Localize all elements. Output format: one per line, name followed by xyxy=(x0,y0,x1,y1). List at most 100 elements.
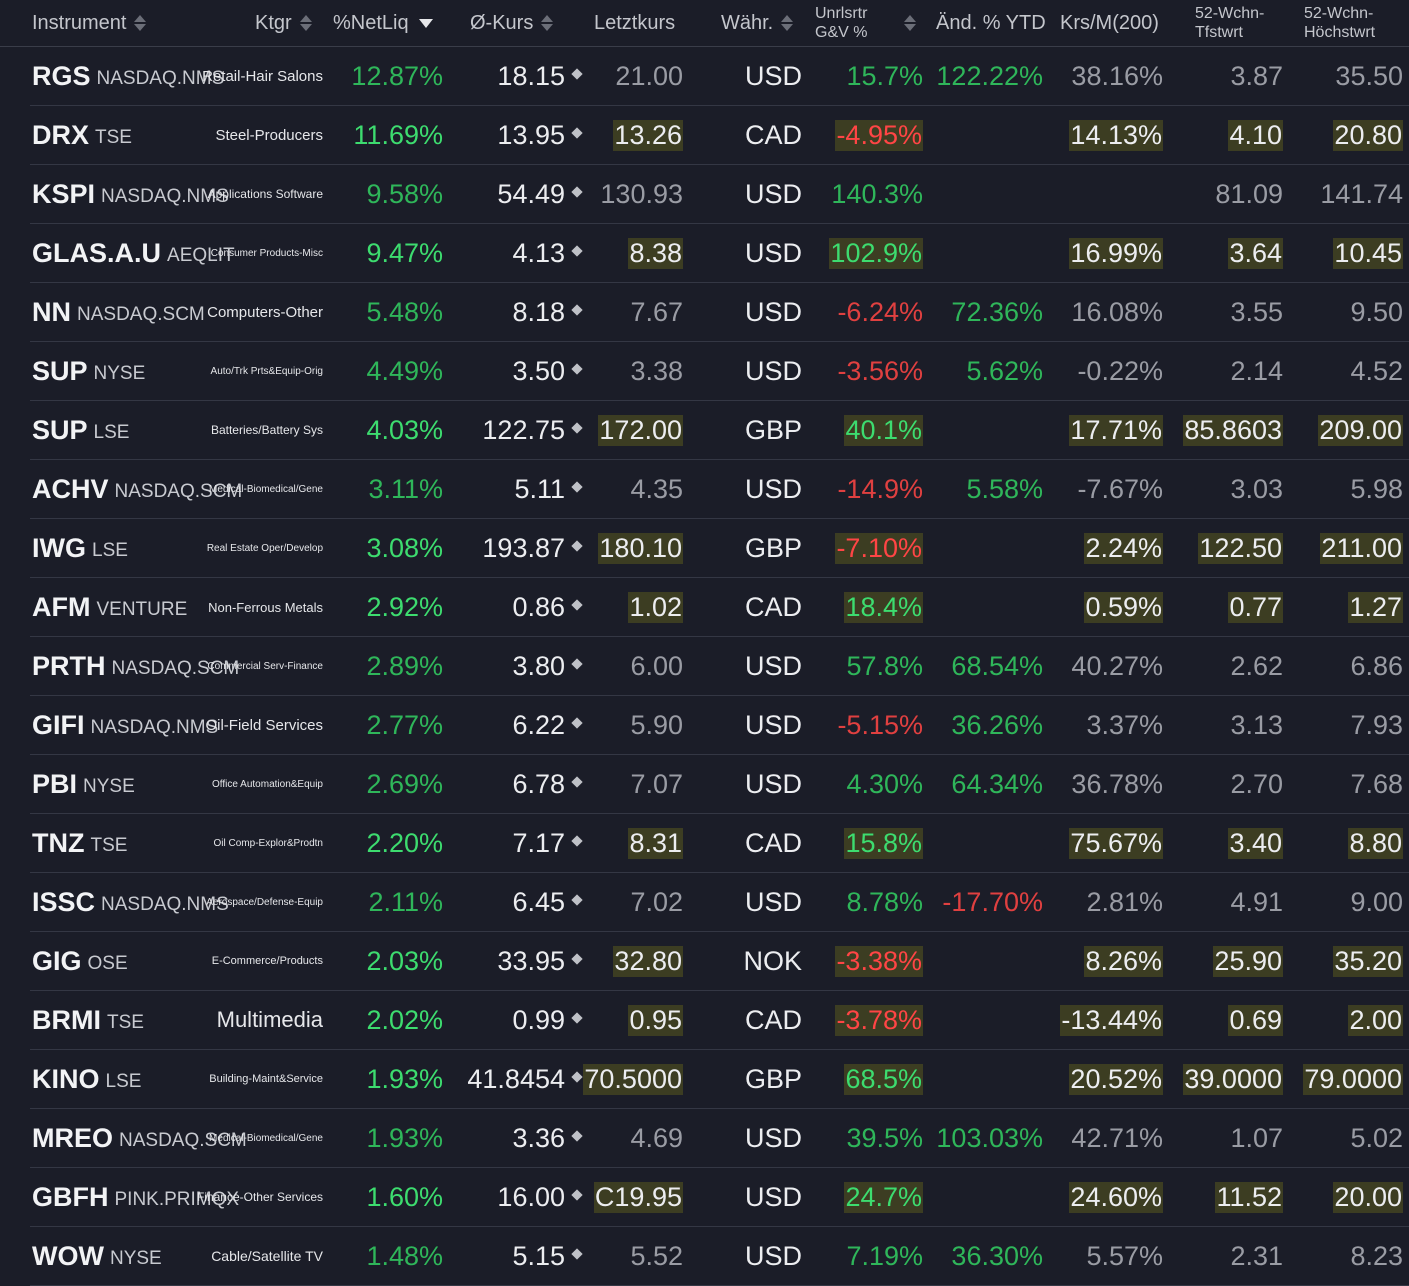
instrument-cell[interactable]: KSPI NASDAQ.NMS xyxy=(32,165,229,223)
diamond-icon[interactable] xyxy=(571,835,583,847)
table-row[interactable]: MREO NASDAQ.SCM Medical-Biomedical/Gene … xyxy=(0,1109,1409,1168)
instrument-cell[interactable]: GIG OSE xyxy=(32,932,128,990)
instrument-cell[interactable]: GLAS.A.U AEQLIT xyxy=(32,224,235,282)
diamond-icon[interactable] xyxy=(571,127,583,139)
category: Oil-Field Services xyxy=(205,716,323,734)
diamond-icon[interactable] xyxy=(571,1248,583,1260)
instrument-cell[interactable]: MREO NASDAQ.SCM xyxy=(32,1109,247,1167)
instrument-cell[interactable]: TNZ TSE xyxy=(32,814,127,872)
table-row[interactable]: NN NASDAQ.SCM Computers-Other 5.48% 8.18… xyxy=(0,283,1409,342)
col-header-instrument[interactable]: Instrument xyxy=(32,0,147,46)
table-row[interactable]: GLAS.A.U AEQLIT Consumer Products-Misc 9… xyxy=(0,224,1409,283)
instrument-cell[interactable]: WOW NYSE xyxy=(32,1227,162,1285)
table-row[interactable]: TNZ TSE Oil Comp-Explor&Prodtn 2.20% 7.1… xyxy=(0,814,1409,873)
col-header-ytd[interactable]: Änd. % YTD xyxy=(936,0,1046,46)
table-row[interactable]: KSPI NASDAQ.NMS Applications Software 9.… xyxy=(0,165,1409,224)
diamond-icon[interactable] xyxy=(571,1189,583,1201)
currency-cell: NOK xyxy=(743,945,802,976)
diamond-icon[interactable] xyxy=(571,599,583,611)
col-header-last[interactable]: Letztkurs xyxy=(594,0,675,46)
category: E-Commerce/Products xyxy=(211,955,323,967)
instrument-cell[interactable]: DRX TSE xyxy=(32,106,132,164)
instrument-cell[interactable]: RGS NASDAQ.NMS xyxy=(32,47,224,105)
instrument-cell[interactable]: PRTH NASDAQ.SCM xyxy=(32,637,239,695)
currency-cell: GBP xyxy=(744,1063,802,1094)
col-header-ma200[interactable]: Krs/M(200) xyxy=(1060,0,1159,46)
instrument-cell[interactable]: NN NASDAQ.SCM xyxy=(32,283,205,341)
col-header-ktgr[interactable]: Ktgr xyxy=(255,0,312,46)
col-header-currency[interactable]: Währ. xyxy=(721,0,794,46)
ma200-ratio: 24.60% xyxy=(1069,1181,1163,1213)
table-row[interactable]: IWG LSE Real Estate Oper/Develop 3.08% 1… xyxy=(0,519,1409,578)
instrument-cell[interactable]: ACHV NASDAQ.SCM xyxy=(32,460,242,518)
52w-low: 3.87 xyxy=(1230,60,1283,91)
diamond-icon[interactable] xyxy=(571,1071,583,1083)
instrument-cell[interactable]: AFM VENTURE xyxy=(32,578,187,636)
col-header-52w-high[interactable]: 52-Wchn- Höchstwrt xyxy=(1304,0,1375,46)
col-ytd-label: Änd. % YTD xyxy=(936,11,1046,34)
unrealized-pnl: -7.10% xyxy=(835,532,923,564)
diamond-icon[interactable] xyxy=(571,363,583,375)
table-row[interactable]: BRMI TSE Multimedia 2.02% 0.99 0.95 CAD … xyxy=(0,991,1409,1050)
diamond-icon[interactable] xyxy=(571,1012,583,1024)
instrument-cell[interactable]: PBI NYSE xyxy=(32,755,135,813)
table-row[interactable]: DRX TSE Steel-Producers 11.69% 13.95 13.… xyxy=(0,106,1409,165)
col-header-52w-low[interactable]: 52-Wchn- Tfstwrt xyxy=(1195,0,1264,46)
instrument-cell[interactable]: BRMI TSE xyxy=(32,991,144,1049)
table-row[interactable]: AFM VENTURE Non-Ferrous Metals 2.92% 0.8… xyxy=(0,578,1409,637)
avg-price: 6.45 xyxy=(512,886,565,917)
diamond-icon[interactable] xyxy=(571,304,583,316)
col-header-netliq[interactable]: %NetLiq xyxy=(333,0,433,46)
table-row[interactable]: ACHV NASDAQ.SCM Medical-Biomedical/Gene … xyxy=(0,460,1409,519)
diamond-icon[interactable] xyxy=(571,717,583,729)
instrument-cell[interactable]: ISSC NASDAQ.NMS xyxy=(32,873,229,931)
table-row[interactable]: GBFH PINK.PRIMQX Finance-Other Services … xyxy=(0,1168,1409,1227)
table-row[interactable]: PRTH NASDAQ.SCM Commercial Serv-Finance … xyxy=(0,637,1409,696)
52w-low-cell: 0.77 xyxy=(1228,578,1283,636)
instrument-cell[interactable]: GBFH PINK.PRIMQX xyxy=(32,1168,239,1226)
currency-cell: USD xyxy=(744,650,802,681)
ma200-ratio: 36.78% xyxy=(1071,768,1163,799)
diamond-icon[interactable] xyxy=(571,422,583,434)
52w-low-cell: 2.62 xyxy=(1230,637,1283,695)
ma200-cell: -7.67% xyxy=(1077,460,1163,518)
avg-price: 6.22 xyxy=(512,709,565,740)
table-row[interactable]: GIG OSE E-Commerce/Products 2.03% 33.95 … xyxy=(0,932,1409,991)
exchange: NASDAQ.SCM xyxy=(77,304,205,325)
diamond-icon[interactable] xyxy=(571,953,583,965)
diamond-icon[interactable] xyxy=(571,540,583,552)
table-row[interactable]: SUP LSE Batteries/Battery Sys 4.03% 122.… xyxy=(0,401,1409,460)
table-row[interactable]: WOW NYSE Cable/Satellite TV 1.48% 5.15 5… xyxy=(0,1227,1409,1286)
last-price-cell: 7.67 xyxy=(630,283,683,341)
diamond-icon[interactable] xyxy=(571,68,583,80)
diamond-icon[interactable] xyxy=(571,481,583,493)
instrument-cell[interactable]: SUP LSE xyxy=(32,401,129,459)
sort-desc-icon xyxy=(418,18,433,28)
table-row[interactable]: PBI NYSE Office Automation&Equip 2.69% 6… xyxy=(0,755,1409,814)
diamond-icon[interactable] xyxy=(571,894,583,906)
instrument-cell[interactable]: KINO LSE xyxy=(32,1050,141,1108)
table-row[interactable]: SUP NYSE Auto/Trk Prts&Equip-Orig 4.49% … xyxy=(0,342,1409,401)
table-row[interactable]: ISSC NASDAQ.NMS Aerospace/Defense-Equip … xyxy=(0,873,1409,932)
unrealized-pnl: -5.15% xyxy=(837,709,923,740)
instrument-cell[interactable]: SUP NYSE xyxy=(32,342,145,400)
instrument-cell[interactable]: IWG LSE xyxy=(32,519,128,577)
diamond-icon[interactable] xyxy=(571,658,583,670)
diamond-icon[interactable] xyxy=(571,245,583,257)
table-row[interactable]: KINO LSE Building-Maint&Service 1.93% 41… xyxy=(0,1050,1409,1109)
table-row[interactable]: GIFI NASDAQ.NMS Oil-Field Services 2.77%… xyxy=(0,696,1409,755)
netliq-cell: 2.77% xyxy=(366,709,443,740)
52w-low: 39.0000 xyxy=(1183,1063,1283,1095)
diamond-icon[interactable] xyxy=(571,1130,583,1142)
diamond-icon[interactable] xyxy=(571,776,583,788)
last-price-cell: 7.02 xyxy=(630,873,683,931)
last-price-cell: 0.95 xyxy=(628,991,683,1049)
col-header-avg-price[interactable]: Ø-Kurs xyxy=(470,0,554,46)
instrument-cell[interactable]: GIFI NASDAQ.NMS xyxy=(32,696,218,754)
unrealized-cell: 57.8% xyxy=(846,637,923,695)
table-row[interactable]: RGS NASDAQ.NMS Retail-Hair Salons 12.87%… xyxy=(0,47,1409,106)
diamond-icon[interactable] xyxy=(571,186,583,198)
ytd-change: 64.34% xyxy=(951,768,1043,799)
exchange: NYSE xyxy=(83,776,135,797)
col-header-unrealized[interactable]: Unrlsrtr G&V % xyxy=(815,0,920,46)
